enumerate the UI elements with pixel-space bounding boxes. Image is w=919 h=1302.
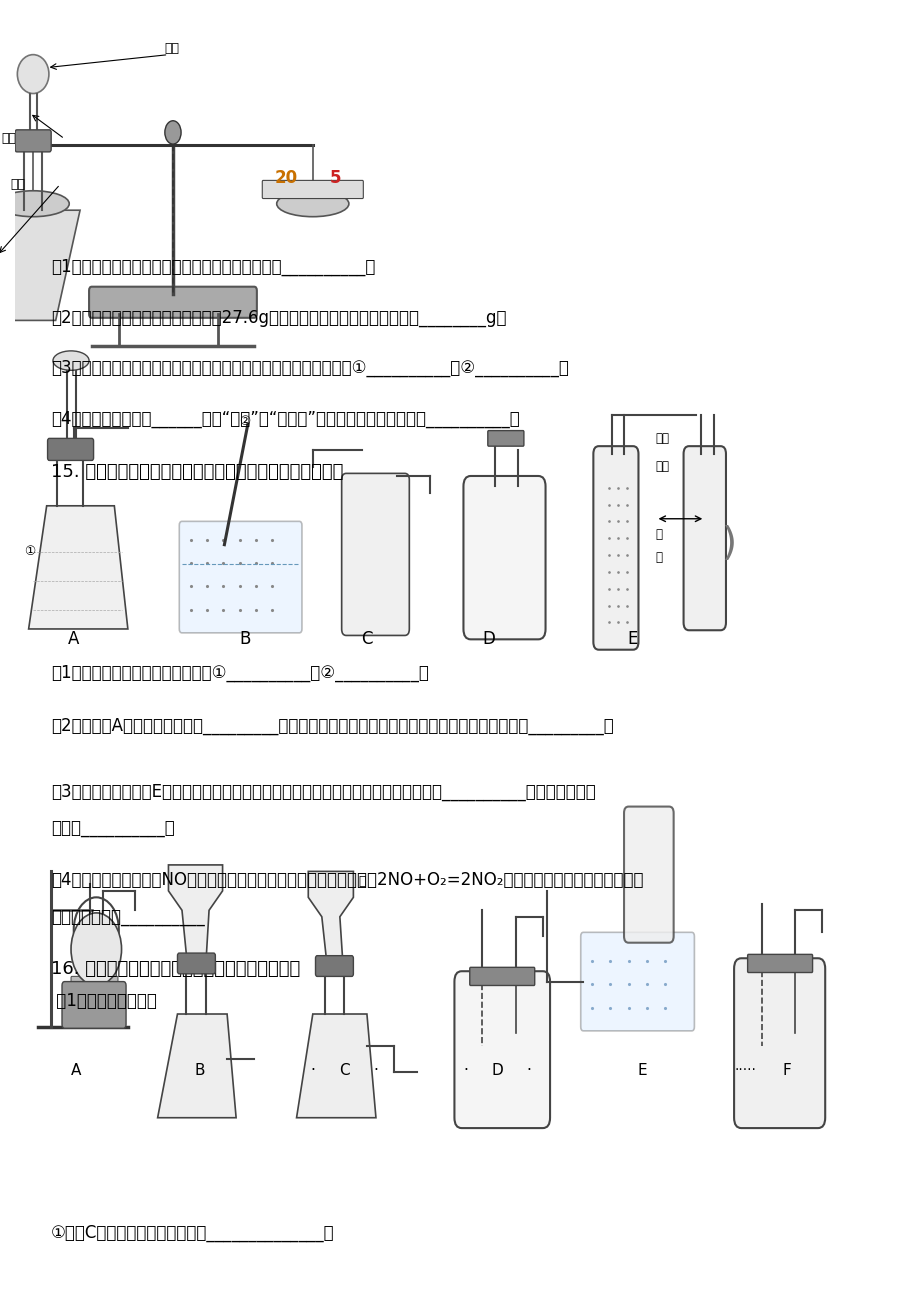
FancyBboxPatch shape [470, 967, 534, 986]
Text: （4）反思：白磷燃烧______（填“遵守”或“不遵守”）质量守恒定律，理由是__________。: （4）反思：白磷燃烧______（填“遵守”或“不遵守”）质量守恒定律，理由是_… [51, 410, 519, 428]
Text: ①: ① [24, 544, 35, 557]
Text: 16. 请根据以下装置图和相关要求回答下列问题：: 16. 请根据以下装置图和相关要求回答下列问题： [51, 960, 301, 978]
FancyBboxPatch shape [747, 954, 811, 973]
Text: ①上图C装置中，甲仪器的名称是______________。: ①上图C装置中，甲仪器的名称是______________。 [51, 1224, 335, 1242]
Text: 玻璃管: 玻璃管 [2, 133, 24, 146]
FancyBboxPatch shape [733, 958, 824, 1128]
FancyBboxPatch shape [89, 286, 256, 318]
Text: 无纺: 无纺 [655, 432, 669, 445]
FancyBboxPatch shape [623, 806, 673, 943]
Text: A: A [71, 1064, 82, 1078]
FancyBboxPatch shape [71, 976, 118, 988]
Text: 20: 20 [274, 169, 297, 186]
FancyBboxPatch shape [262, 181, 363, 198]
Text: ·: · [527, 1064, 531, 1078]
Ellipse shape [53, 350, 89, 370]
Polygon shape [157, 1014, 236, 1117]
Text: 气球: 气球 [164, 42, 179, 55]
Text: （3）燃烧后称量：发现托盘天平指针偏向右边，造成的原因可能是①__________。②__________。: （3）燃烧后称量：发现托盘天平指针偏向右边，造成的原因可能是①_________… [51, 359, 569, 378]
Text: B: B [195, 1064, 205, 1078]
Text: 布包: 布包 [655, 461, 669, 474]
Text: C: C [339, 1064, 349, 1078]
Text: 应选用的装置是__________: 应选用的装置是__________ [51, 909, 205, 927]
Ellipse shape [0, 191, 69, 216]
FancyBboxPatch shape [177, 953, 215, 974]
Circle shape [71, 913, 121, 986]
Text: D: D [492, 1064, 503, 1078]
Text: （1）写出图中有标号仪器的名称：①__________；②__________。: （1）写出图中有标号仪器的名称：①__________；②__________。 [51, 664, 428, 682]
Polygon shape [0, 210, 80, 320]
Text: ·····: ····· [734, 1064, 756, 1077]
Text: A: A [68, 630, 79, 648]
Polygon shape [28, 505, 128, 629]
Text: F: F [781, 1064, 790, 1078]
Polygon shape [168, 865, 222, 956]
Text: 15. 根据图所示实验室制取气体的装置图。回答有关问题：: 15. 根据图所示实验室制取气体的装置图。回答有关问题： [51, 464, 343, 480]
FancyBboxPatch shape [15, 130, 51, 152]
Text: B: B [239, 630, 251, 648]
Text: 白磷: 白磷 [11, 178, 26, 191]
Text: 5: 5 [329, 169, 341, 186]
Text: D: D [482, 630, 494, 648]
Text: 程式为__________。: 程式为__________。 [51, 819, 175, 837]
FancyBboxPatch shape [62, 982, 126, 1029]
Circle shape [165, 121, 181, 145]
FancyBboxPatch shape [48, 439, 94, 461]
FancyBboxPatch shape [580, 932, 694, 1031]
FancyBboxPatch shape [315, 956, 353, 976]
Polygon shape [308, 871, 353, 958]
FancyBboxPatch shape [593, 447, 638, 650]
Text: ·: · [310, 1064, 315, 1078]
Polygon shape [296, 1014, 376, 1117]
FancyBboxPatch shape [463, 477, 545, 639]
Text: ·: · [463, 1064, 468, 1078]
FancyBboxPatch shape [454, 971, 550, 1128]
Text: （2）燃烧前称量，锥形瓶的总质量为27.6g，则如图托盘天平中游码的读数为________g。: （2）燃烧前称量，锥形瓶的总质量为27.6g，则如图托盘天平中游码的读数为___… [51, 309, 506, 327]
FancyBboxPatch shape [487, 431, 523, 447]
Text: 捏: 捏 [655, 527, 662, 540]
Text: （4）已知：一氧化氮（NO）气体难溶于水，在空气中容易发生反应：2NO+O₂=2NO₂（二氧化氮），则收集一氧化氮: （4）已知：一氧化氮（NO）气体难溶于水，在空气中容易发生反应：2NO+O₂=2… [51, 871, 643, 889]
FancyBboxPatch shape [341, 474, 409, 635]
Text: （2）用装置A制取氧气，首先应_________；实验时长颈漏斗的下端管口要伸入液面以下，其目的是_________。: （2）用装置A制取氧气，首先应_________；实验时长颈漏斗的下端管口要伸入… [51, 717, 613, 736]
Text: （3）某同学用自制的E装置制取二氧化碳，无纺布包（无纺布耐酸腐蚀）内装的药品为__________，反应的化学方: （3）某同学用自制的E装置制取二氧化碳，无纺布包（无纺布耐酸腐蚀）内装的药品为_… [51, 784, 596, 801]
Ellipse shape [277, 191, 348, 216]
Text: 甲: 甲 [357, 875, 365, 888]
Text: （1）装置：锥形瓶的底部铺有一层细沙，其作用是__________。: （1）装置：锥形瓶的底部铺有一层细沙，其作用是__________。 [51, 258, 375, 276]
Text: ②: ② [239, 415, 250, 428]
Text: ): ) [720, 525, 736, 564]
Text: C: C [361, 630, 372, 648]
Text: E: E [637, 1064, 646, 1078]
Text: ·: · [373, 1064, 378, 1078]
Ellipse shape [17, 55, 49, 94]
FancyBboxPatch shape [179, 521, 301, 633]
Text: E: E [627, 630, 638, 648]
FancyBboxPatch shape [683, 447, 725, 630]
Text: （1）现提供下列装置: （1）现提供下列装置 [51, 992, 157, 1010]
Text: 放: 放 [655, 551, 662, 564]
